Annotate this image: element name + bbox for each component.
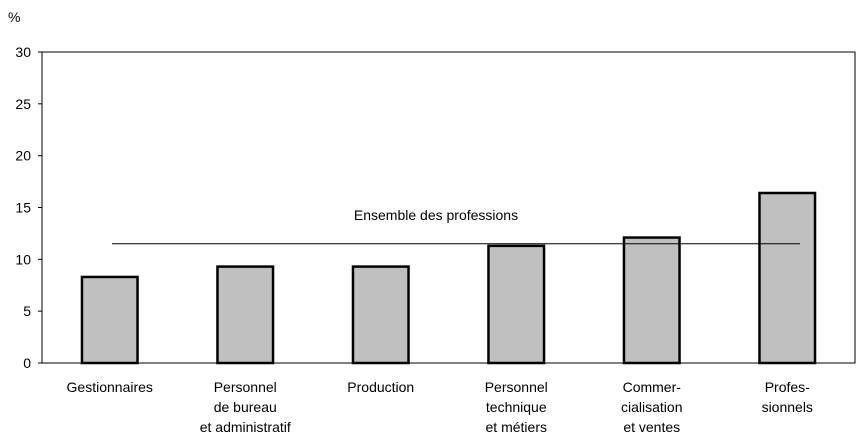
x-tick-label: Personnel de bureau et administratif — [200, 379, 291, 435]
x-tick-label: Production — [347, 379, 414, 395]
x-tick-label-line: Personnel — [485, 379, 548, 395]
y-tick-label: 0 — [23, 355, 31, 371]
y-tick-label: 20 — [15, 148, 31, 164]
x-tick-label-line: Production — [347, 379, 414, 395]
y-tick-label: 30 — [15, 44, 31, 60]
x-tick-label-line: Commer- — [623, 379, 682, 395]
y-tick-label: 25 — [15, 96, 31, 112]
y-tick-label: 5 — [23, 303, 31, 319]
reference-label: Ensemble des professions — [354, 207, 518, 223]
x-tick-label: Commer-cialisation et ventes — [621, 379, 682, 435]
bar — [487, 244, 546, 365]
bar — [216, 265, 275, 365]
bar — [758, 191, 817, 365]
x-tick-label-line: Gestionnaires — [67, 379, 153, 395]
y-tick-label: 15 — [15, 200, 31, 216]
y-axis-label: % — [8, 9, 20, 25]
x-tick-label-line: sionnels — [762, 399, 813, 415]
x-tick-label-line: cialisation — [621, 399, 682, 415]
bar — [351, 265, 410, 365]
x-tick-label-line: et ventes — [623, 419, 680, 435]
x-tick-label-line: Profes- — [765, 379, 810, 395]
x-tick-label: Profes-sionnels — [762, 379, 813, 415]
x-tick-label: Gestionnaires — [67, 379, 153, 395]
bar — [80, 275, 139, 365]
x-tick-label-line: de bureau — [214, 399, 277, 415]
x-tick-label-line: Personnel — [214, 379, 277, 395]
y-tick-label: 10 — [15, 251, 31, 267]
bar — [622, 236, 681, 365]
x-tick-label-line: et administratif — [200, 419, 291, 435]
x-tick-label-line: et métiers — [486, 419, 547, 435]
x-tick-label-line: technique — [486, 399, 547, 415]
x-tick-label: Personnel technique et métiers — [485, 379, 548, 435]
